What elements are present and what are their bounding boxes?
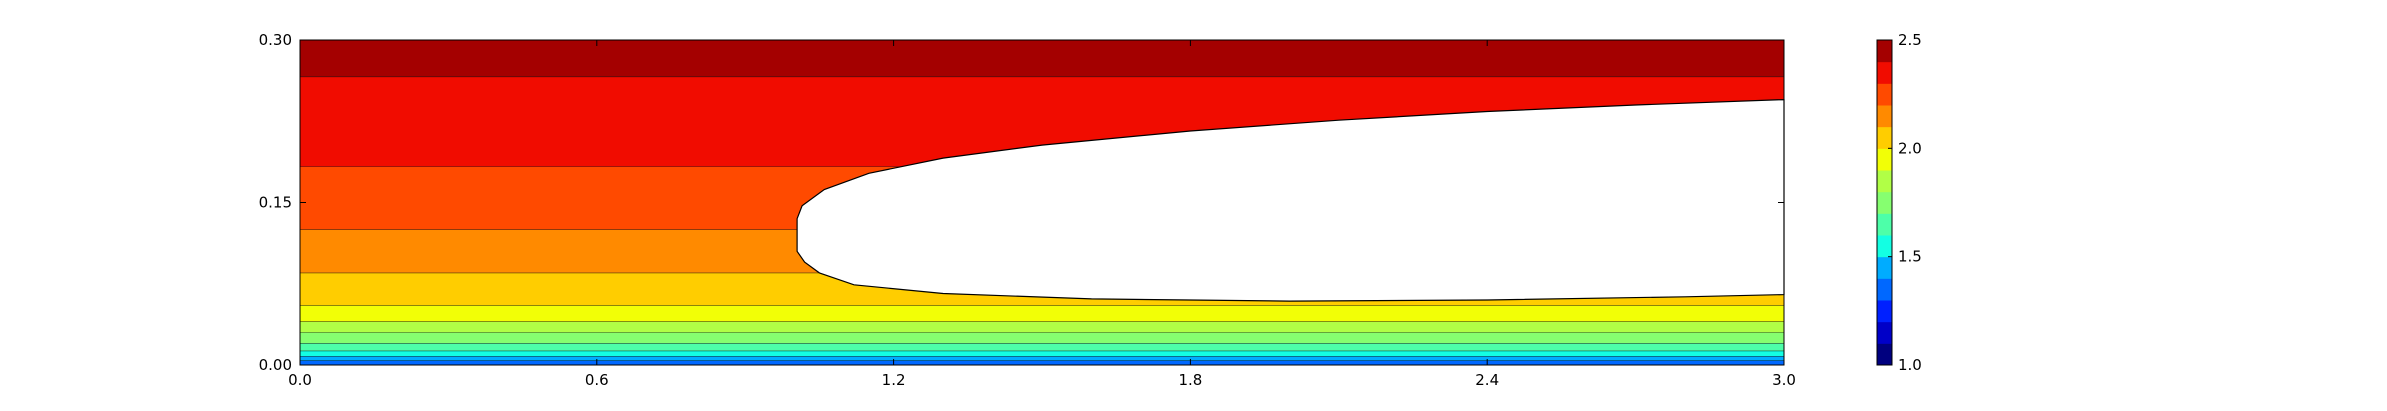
colorbar-tick-label: 1.0: [1898, 356, 1922, 374]
contour-band: [300, 305, 1784, 322]
colorbar-segment: [1877, 256, 1892, 279]
colorbar-segment: [1877, 343, 1892, 366]
contour-band: [300, 343, 1784, 351]
x-tick-label: 0.6: [585, 371, 609, 389]
colorbar-segment: [1877, 278, 1892, 301]
colorbar-frame: [1876, 39, 1893, 366]
colorbar-segment: [1877, 40, 1892, 63]
contour-band: [300, 40, 1784, 77]
contour-band: [300, 356, 1784, 361]
colorbar-segment: [1877, 191, 1892, 214]
colorbar-tick-label: 1.5: [1898, 248, 1922, 266]
x-tick-label: 3.0: [1772, 371, 1796, 389]
colorbar-tick-label: 2.5: [1898, 31, 1922, 49]
contour-band: [300, 332, 1784, 344]
colorbar-tick-label: 2.0: [1898, 139, 1922, 157]
colorbar-segment: [1877, 148, 1892, 171]
x-tick-label: 1.8: [1178, 371, 1202, 389]
contour-band: [300, 321, 1784, 333]
colorbar-segment: [1877, 300, 1892, 323]
colorbar-segment: [1877, 61, 1892, 84]
x-tick-label: 2.4: [1475, 371, 1499, 389]
y-tick-label: 0.00: [259, 356, 292, 374]
colorbar-segment: [1877, 83, 1892, 106]
contour-band: [300, 350, 1784, 357]
y-tick-label: 0.30: [259, 31, 292, 49]
contour-band: [300, 360, 1784, 365]
x-tick-label: 1.2: [882, 371, 906, 389]
colorbar-segment: [1877, 321, 1892, 344]
y-tick-label: 0.15: [259, 194, 292, 212]
colorbar-segment: [1877, 170, 1892, 193]
void-region: [796, 98, 1785, 302]
x-tick-label: 0.0: [288, 371, 312, 389]
colorbar-segment: [1877, 213, 1892, 236]
colorbar-segment: [1877, 235, 1892, 258]
colorbar-segment: [1877, 105, 1892, 128]
colorbar-segment: [1877, 126, 1892, 149]
